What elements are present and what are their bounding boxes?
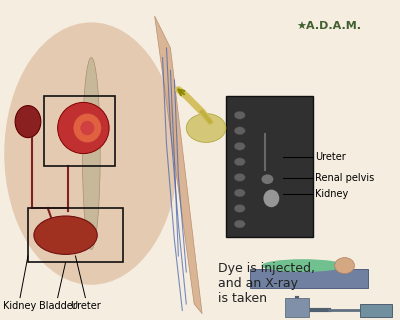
Ellipse shape [234,189,245,197]
Ellipse shape [264,189,279,207]
Text: Kidney: Kidney [315,188,348,199]
Ellipse shape [234,158,245,166]
Ellipse shape [15,106,41,138]
Bar [226,96,313,237]
Bar [28,208,123,262]
Text: Kidney: Kidney [4,301,37,311]
Ellipse shape [234,220,245,228]
Text: Ureter: Ureter [70,301,101,311]
Ellipse shape [262,259,344,272]
Ellipse shape [234,204,245,212]
Polygon shape [155,16,202,314]
Ellipse shape [186,114,226,142]
Text: ★A.D.A.M.: ★A.D.A.M. [296,20,361,31]
Ellipse shape [234,142,245,150]
Text: Ureter: Ureter [315,152,346,162]
Ellipse shape [262,174,273,184]
Bar [250,269,368,288]
Bar [285,298,309,317]
Bar [360,304,392,317]
Ellipse shape [234,127,245,135]
Text: Renal pelvis: Renal pelvis [315,172,374,183]
Ellipse shape [82,58,100,250]
Ellipse shape [4,22,178,285]
Circle shape [335,258,354,274]
Ellipse shape [234,111,245,119]
Text: Dye is injected,
and an X-ray
is taken: Dye is injected, and an X-ray is taken [218,262,315,305]
Ellipse shape [34,216,97,254]
Ellipse shape [74,114,101,142]
Ellipse shape [80,121,94,135]
Bar [44,96,115,166]
Ellipse shape [234,173,245,181]
Ellipse shape [58,102,109,154]
Text: Bladder: Bladder [39,301,76,311]
